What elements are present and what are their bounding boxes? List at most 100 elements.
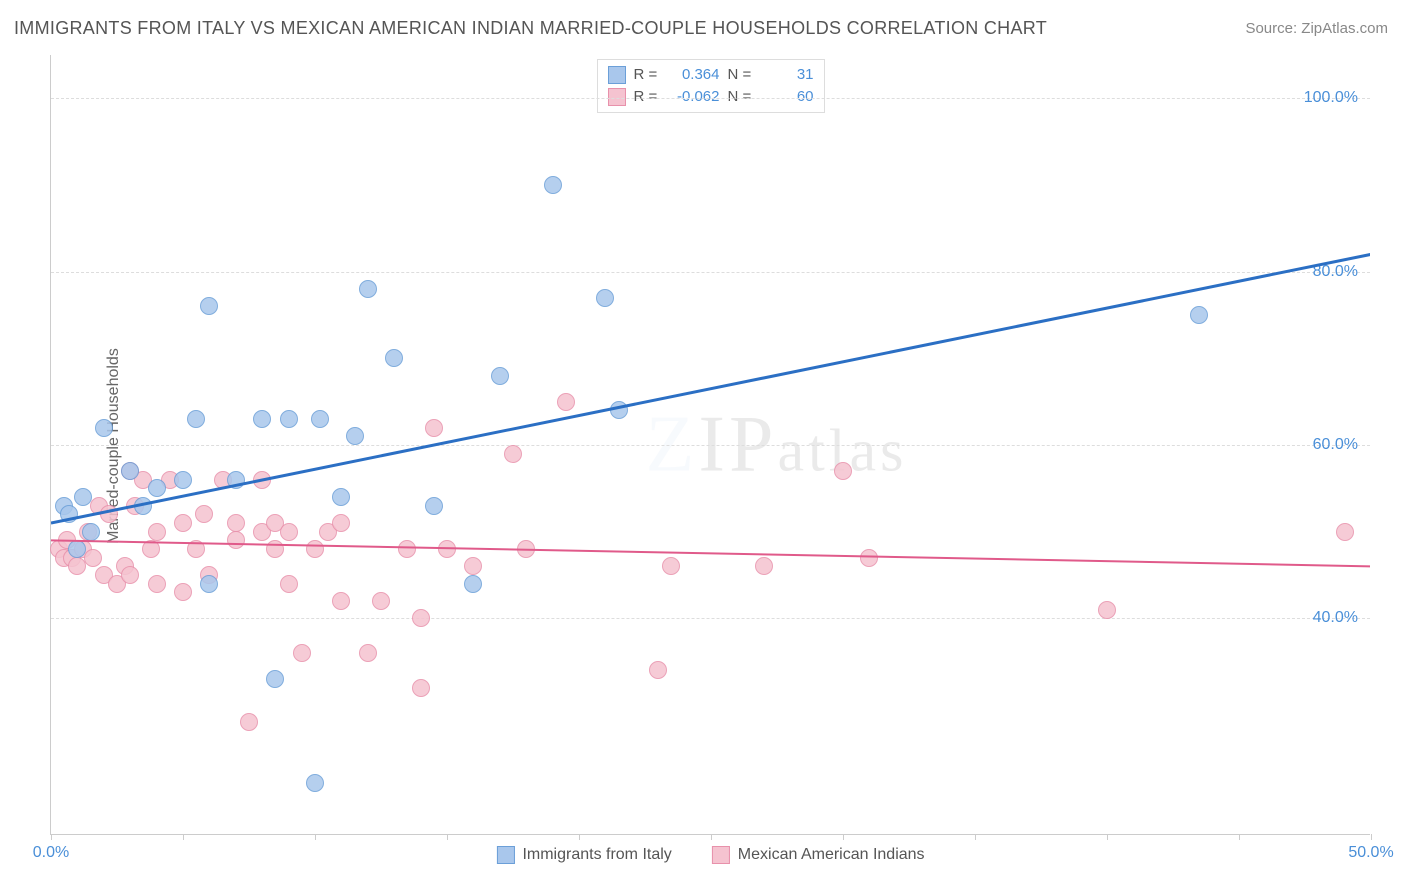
scatter-point — [74, 488, 92, 506]
scatter-point — [266, 540, 284, 558]
legend-correlation: R = 0.364 N = 31 R = -0.062 N = 60 — [597, 59, 825, 113]
scatter-point — [227, 531, 245, 549]
scatter-point — [121, 462, 139, 480]
scatter-point — [517, 540, 535, 558]
legend-item-italy: Immigrants from Italy — [496, 846, 671, 864]
x-tick — [1371, 834, 1372, 840]
scatter-point — [280, 523, 298, 541]
scatter-point — [425, 497, 443, 515]
scatter-point — [253, 471, 271, 489]
scatter-point — [311, 410, 329, 428]
scatter-point — [306, 774, 324, 792]
scatter-point — [610, 401, 628, 419]
scatter-point — [464, 557, 482, 575]
y-tick-label: 100.0% — [1304, 89, 1358, 107]
scatter-point — [121, 566, 139, 584]
scatter-point — [544, 176, 562, 194]
legend-n-value-1: 31 — [764, 64, 814, 86]
scatter-point — [134, 497, 152, 515]
scatter-point — [1336, 523, 1354, 541]
source-attribution: Source: ZipAtlas.com — [1245, 20, 1388, 37]
legend-r-label: R = — [634, 64, 662, 86]
x-tick — [1107, 834, 1108, 840]
regression-line — [51, 254, 1370, 523]
scatter-point — [280, 410, 298, 428]
scatter-point — [425, 419, 443, 437]
x-tick — [447, 834, 448, 840]
scatter-point — [372, 592, 390, 610]
scatter-point — [148, 575, 166, 593]
scatter-point — [398, 540, 416, 558]
x-tick-label: 50.0% — [1348, 844, 1393, 862]
scatter-point — [293, 644, 311, 662]
legend-row-series-2: R = -0.062 N = 60 — [608, 86, 814, 108]
scatter-point — [280, 575, 298, 593]
x-tick — [843, 834, 844, 840]
scatter-point — [1190, 306, 1208, 324]
x-tick — [315, 834, 316, 840]
scatter-point — [266, 670, 284, 688]
y-tick-label: 80.0% — [1313, 263, 1358, 281]
scatter-point — [148, 479, 166, 497]
gridline-horizontal — [51, 618, 1370, 619]
legend-n-label: N = — [728, 64, 756, 86]
scatter-point — [649, 661, 667, 679]
scatter-point — [84, 549, 102, 567]
legend-r-label: R = — [634, 86, 662, 108]
regression-line — [51, 540, 1370, 566]
scatter-point — [464, 575, 482, 593]
scatter-point — [100, 505, 118, 523]
scatter-point — [596, 289, 614, 307]
scatter-point — [187, 410, 205, 428]
scatter-point — [557, 393, 575, 411]
legend-r-value-2: -0.062 — [670, 86, 720, 108]
scatter-point — [359, 280, 377, 298]
legend-row-series-1: R = 0.364 N = 31 — [608, 64, 814, 86]
scatter-point — [200, 297, 218, 315]
scatter-point — [504, 445, 522, 463]
gridline-horizontal — [51, 272, 1370, 273]
y-tick-label: 60.0% — [1313, 436, 1358, 454]
scatter-point — [60, 505, 78, 523]
chart-title: IMMIGRANTS FROM ITALY VS MEXICAN AMERICA… — [14, 18, 1047, 39]
scatter-point — [174, 471, 192, 489]
scatter-point — [385, 349, 403, 367]
scatter-point — [860, 549, 878, 567]
gridline-horizontal — [51, 98, 1370, 99]
scatter-point — [332, 514, 350, 532]
scatter-point — [148, 523, 166, 541]
scatter-point — [662, 557, 680, 575]
scatter-point — [1098, 601, 1116, 619]
legend-r-value-1: 0.364 — [670, 64, 720, 86]
scatter-point — [359, 644, 377, 662]
scatter-point — [227, 471, 245, 489]
scatter-point — [332, 592, 350, 610]
scatter-point — [195, 505, 213, 523]
scatter-point — [68, 540, 86, 558]
plot-area: ZIPatlas R = 0.364 N = 31 R = -0.062 N =… — [50, 55, 1370, 835]
x-tick — [51, 834, 52, 840]
legend-item-mexican: Mexican American Indians — [712, 846, 925, 864]
legend-n-label: N = — [728, 86, 756, 108]
scatter-point — [306, 540, 324, 558]
legend-label-mexican: Mexican American Indians — [738, 846, 925, 864]
scatter-point — [755, 557, 773, 575]
gridline-horizontal — [51, 445, 1370, 446]
scatter-point — [412, 679, 430, 697]
legend-swatch-pink — [712, 846, 730, 864]
scatter-point — [491, 367, 509, 385]
scatter-point — [95, 419, 113, 437]
x-tick — [183, 834, 184, 840]
scatter-point — [82, 523, 100, 541]
y-tick-label: 40.0% — [1313, 609, 1358, 627]
x-tick — [579, 834, 580, 840]
x-tick — [711, 834, 712, 840]
x-tick-label: 0.0% — [33, 844, 69, 862]
scatter-point — [412, 609, 430, 627]
scatter-point — [227, 514, 245, 532]
scatter-point — [438, 540, 456, 558]
scatter-point — [332, 488, 350, 506]
scatter-point — [174, 514, 192, 532]
legend-swatch-pink — [608, 88, 626, 106]
scatter-point — [253, 410, 271, 428]
